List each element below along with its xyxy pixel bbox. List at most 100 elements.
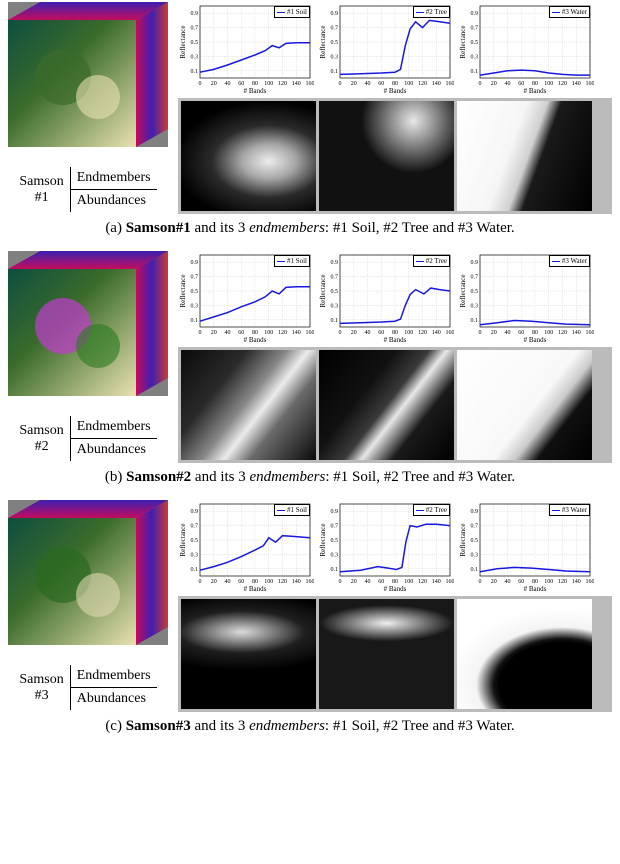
spectrum-chart: 0.10.30.50.70.9020406080100120140160# Ba…	[318, 2, 454, 94]
svg-text:0.5: 0.5	[331, 538, 339, 544]
svg-text:20: 20	[351, 579, 357, 585]
svg-text:0.7: 0.7	[471, 524, 479, 530]
abundance-map	[181, 599, 316, 709]
svg-text:20: 20	[211, 579, 217, 585]
svg-text:0.1: 0.1	[191, 567, 199, 573]
svg-text:Reflectance: Reflectance	[319, 25, 327, 58]
svg-text:0.5: 0.5	[471, 289, 479, 295]
abundance-map	[181, 101, 316, 211]
svg-text:160: 160	[446, 330, 455, 336]
svg-text:0.7: 0.7	[331, 26, 339, 32]
spectrum-chart: 0.10.30.50.70.9020406080100120140160# Ba…	[458, 2, 594, 94]
spectrum-chart: 0.10.30.50.70.9020406080100120140160# Ba…	[318, 500, 454, 592]
endmember-charts-row: 0.10.30.50.70.9020406080100120140160# Ba…	[178, 251, 612, 343]
chart-legend: #1 Soil	[274, 255, 310, 267]
svg-text:20: 20	[491, 330, 497, 336]
abundance-map	[457, 599, 592, 709]
svg-text:160: 160	[586, 579, 595, 585]
svg-text:0.5: 0.5	[471, 538, 479, 544]
svg-text:40: 40	[365, 81, 371, 87]
svg-text:40: 40	[505, 330, 511, 336]
svg-text:140: 140	[572, 81, 581, 87]
svg-text:0.1: 0.1	[191, 318, 199, 324]
hsi-cube-thumbnail	[8, 500, 168, 645]
svg-text:120: 120	[418, 579, 427, 585]
svg-text:0.3: 0.3	[331, 552, 339, 558]
chart-legend: #2 Tree	[413, 504, 450, 516]
svg-text:0: 0	[339, 81, 342, 87]
svg-text:# Bands: # Bands	[524, 336, 547, 343]
row-label-abundances: Abundances	[71, 190, 157, 212]
svg-text:# Bands: # Bands	[244, 336, 267, 343]
svg-text:0.3: 0.3	[331, 303, 339, 309]
svg-text:0.9: 0.9	[331, 509, 339, 515]
svg-text:0.3: 0.3	[191, 54, 199, 60]
svg-text:0.5: 0.5	[471, 40, 479, 46]
spectrum-chart: 0.10.30.50.70.9020406080100120140160# Ba…	[178, 500, 314, 592]
svg-text:20: 20	[351, 81, 357, 87]
svg-text:0.1: 0.1	[471, 567, 479, 573]
svg-text:160: 160	[306, 81, 315, 87]
svg-text:0.7: 0.7	[191, 26, 199, 32]
abundance-map	[319, 350, 454, 460]
svg-text:0.7: 0.7	[191, 275, 199, 281]
chart-legend: #1 Soil	[274, 504, 310, 516]
svg-text:20: 20	[351, 330, 357, 336]
svg-text:140: 140	[292, 579, 301, 585]
svg-text:40: 40	[365, 579, 371, 585]
chart-legend: #3 Water	[549, 6, 590, 18]
svg-text:0.7: 0.7	[471, 26, 479, 32]
svg-text:40: 40	[225, 81, 231, 87]
svg-text:0.5: 0.5	[191, 40, 199, 46]
chart-legend: #3 Water	[549, 504, 590, 516]
svg-text:160: 160	[586, 81, 595, 87]
svg-text:0.5: 0.5	[191, 289, 199, 295]
svg-text:160: 160	[446, 579, 455, 585]
spectrum-chart: 0.10.30.50.70.9020406080100120140160# Ba…	[458, 251, 594, 343]
svg-text:0.1: 0.1	[331, 318, 339, 324]
svg-text:20: 20	[211, 330, 217, 336]
svg-text:160: 160	[446, 81, 455, 87]
row-label-abundances: Abundances	[71, 439, 157, 461]
svg-text:0.9: 0.9	[331, 260, 339, 266]
svg-text:Reflectance: Reflectance	[459, 274, 467, 307]
svg-text:0.3: 0.3	[471, 54, 479, 60]
svg-text:0: 0	[199, 81, 202, 87]
abundance-maps-row	[178, 347, 612, 463]
svg-text:0: 0	[339, 330, 342, 336]
endmember-charts-row: 0.10.30.50.70.9020406080100120140160# Ba…	[178, 2, 612, 94]
svg-text:0.7: 0.7	[191, 524, 199, 530]
svg-text:160: 160	[306, 330, 315, 336]
row-label-abundances: Abundances	[71, 688, 157, 710]
svg-text:Reflectance: Reflectance	[179, 274, 187, 307]
svg-text:# Bands: # Bands	[244, 585, 267, 592]
figure-panel: Samson#3 Endmembers Abundances0.10.30.50…	[8, 500, 612, 735]
svg-text:0.5: 0.5	[191, 538, 199, 544]
svg-text:0.3: 0.3	[191, 552, 199, 558]
dataset-name: Samson#1	[19, 167, 70, 212]
spectrum-chart: 0.10.30.50.70.9020406080100120140160# Ba…	[458, 500, 594, 592]
svg-text:Reflectance: Reflectance	[319, 274, 327, 307]
svg-text:40: 40	[225, 330, 231, 336]
svg-text:140: 140	[432, 330, 441, 336]
figure-caption: (a) Samson#1 and its 3 endmembers: #1 So…	[8, 220, 612, 237]
svg-text:0.3: 0.3	[191, 303, 199, 309]
svg-text:120: 120	[278, 330, 287, 336]
svg-text:0.1: 0.1	[471, 69, 479, 75]
dataset-name: Samson#2	[19, 416, 70, 461]
svg-text:0.5: 0.5	[331, 40, 339, 46]
svg-text:120: 120	[558, 579, 567, 585]
figure-panel: Samson#2 Endmembers Abundances0.10.30.50…	[8, 251, 612, 486]
abundance-map	[457, 350, 592, 460]
svg-text:Reflectance: Reflectance	[319, 523, 327, 556]
svg-text:# Bands: # Bands	[524, 585, 547, 592]
svg-text:120: 120	[278, 579, 287, 585]
svg-text:0.1: 0.1	[471, 318, 479, 324]
abundance-map	[319, 599, 454, 709]
endmember-charts-row: 0.10.30.50.70.9020406080100120140160# Ba…	[178, 500, 612, 592]
svg-text:0: 0	[199, 579, 202, 585]
svg-text:0.7: 0.7	[331, 275, 339, 281]
svg-text:0.9: 0.9	[191, 11, 199, 17]
svg-text:120: 120	[418, 330, 427, 336]
svg-text:0.9: 0.9	[471, 11, 479, 17]
